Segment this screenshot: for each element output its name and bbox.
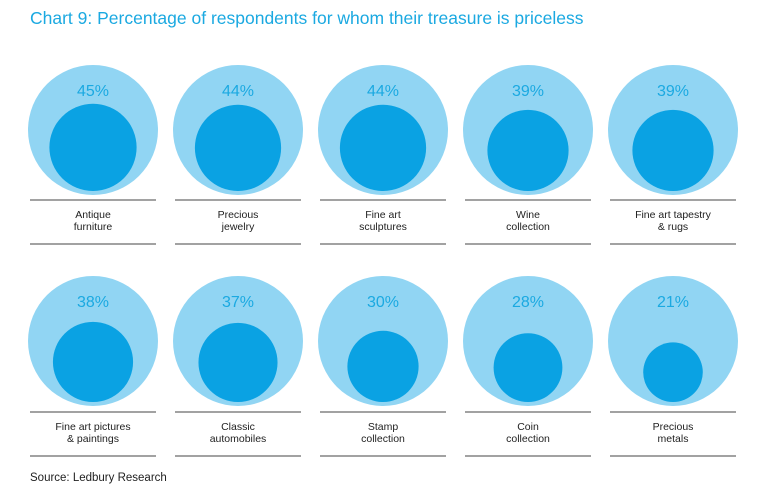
outer-circle	[608, 276, 738, 406]
category-label: Fine art tapestry & rugs	[635, 209, 712, 233]
value-circle	[339, 104, 427, 191]
category-label-line: Coin	[517, 421, 539, 433]
value-circle	[194, 104, 282, 191]
value-circle	[52, 321, 134, 402]
circle-item: 30% Stamp collection	[318, 276, 448, 457]
category-label-line: collection	[506, 433, 550, 445]
category-label: Fine art sculptures	[359, 209, 407, 233]
category-label-line: Fine art	[365, 209, 401, 221]
circle-item: 21% Precious metals	[608, 276, 738, 457]
value-circle	[643, 342, 703, 402]
category-label-line: jewelry	[221, 221, 255, 233]
category-label-line: collection	[506, 221, 550, 233]
category-label-line: Precious	[218, 209, 259, 221]
circle-item: 38% Fine art pictures & paintings	[28, 276, 158, 457]
category-label-line: & paintings	[67, 433, 119, 445]
percent-label: 21%	[657, 294, 689, 311]
category-label: Antique furniture	[74, 209, 113, 233]
category-label-line: Fine art pictures	[55, 421, 130, 433]
category-label: Stamp collection	[361, 421, 405, 445]
category-label: Classic automobiles	[210, 421, 267, 445]
circle-item: 44% Precious jewelry	[173, 65, 303, 245]
value-circle	[347, 330, 419, 402]
category-label-line: furniture	[74, 221, 113, 233]
percent-label: 45%	[77, 83, 109, 100]
source-note: Source: Ledbury Research	[30, 472, 167, 484]
category-label: Precious jewelry	[218, 209, 259, 233]
value-circle	[487, 109, 569, 191]
circle-item: 37% Classic automobiles	[173, 276, 303, 457]
category-label-line: Stamp	[368, 421, 399, 433]
category-label-line: collection	[361, 433, 405, 445]
category-label: Wine collection	[506, 209, 550, 233]
value-circle	[49, 103, 137, 191]
category-label-line: sculptures	[359, 221, 407, 233]
percent-label: 28%	[512, 294, 544, 311]
circle-item: 39% Fine art tapestry & rugs	[608, 65, 738, 245]
category-label-line: metals	[658, 433, 689, 445]
category-label-line: Classic	[221, 421, 255, 433]
category-label: Fine art pictures & paintings	[55, 421, 130, 445]
category-label-line: Antique	[75, 209, 111, 221]
percent-label: 30%	[367, 294, 399, 311]
category-label: Precious metals	[653, 421, 694, 445]
percent-label: 44%	[367, 83, 399, 100]
chart-title: Chart 9: Percentage of respondents for w…	[30, 8, 584, 28]
category-label-line: Wine	[516, 209, 540, 221]
category-label: Coin collection	[506, 421, 550, 445]
category-label-line: Precious	[653, 421, 694, 433]
percent-label: 37%	[222, 294, 254, 311]
category-label-line: Fine art tapestry	[635, 209, 712, 221]
percent-label: 39%	[657, 83, 689, 100]
category-label-line: automobiles	[210, 433, 267, 445]
circle-item: 45% Antique furniture	[28, 65, 158, 245]
value-circle	[198, 322, 278, 402]
percent-label: 44%	[222, 83, 254, 100]
circle-item: 39% Wine collection	[463, 65, 593, 245]
value-circle	[493, 333, 563, 402]
percent-label: 38%	[77, 294, 109, 311]
value-circle	[632, 109, 714, 191]
category-label-line: & rugs	[658, 221, 688, 233]
percent-label: 39%	[512, 83, 544, 100]
circle-item: 28% Coin collection	[463, 276, 593, 457]
circle-item: 44% Fine art sculptures	[318, 65, 448, 245]
